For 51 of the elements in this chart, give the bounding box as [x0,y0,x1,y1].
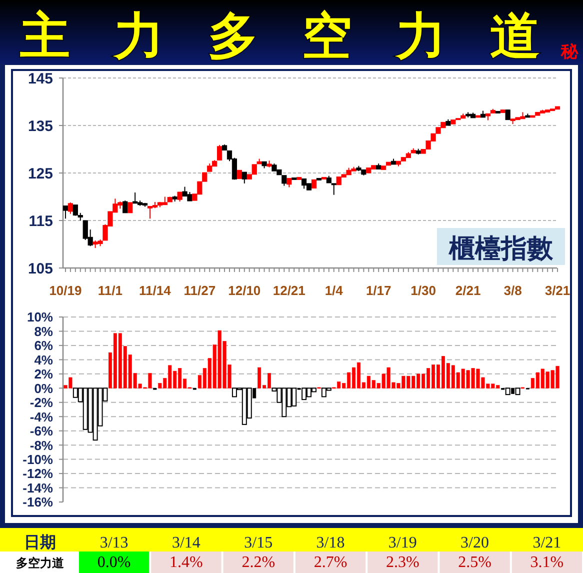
x-tick-label: 11/14 [139,283,172,298]
y-tick-label: 145 [28,70,53,88]
x-tick-label: 2/21 [455,283,481,298]
x-tick-label: 1/30 [410,283,436,298]
y-tick-label: 105 [28,260,53,278]
y-tick-label: -12% [22,466,54,482]
data-label: 3.1% [530,554,564,571]
y-tick-label: -10% [22,452,54,467]
x-tick-label: 3/21 [544,283,570,298]
y-tick-label: -6% [30,424,54,439]
y-tick-label: 8% [34,324,54,339]
category-label: 3/18 [316,534,345,552]
y-tick-label: 0% [34,380,54,396]
x-tick-label: 3/8 [504,283,522,298]
x-tick-label: 1/4 [324,283,344,298]
annotation: 櫃檯指數 [437,228,565,265]
category-label: 3/20 [460,534,490,552]
data-label: 2.7% [314,554,348,571]
x-tick-label: 1/17 [366,283,392,298]
y-tick-label: -16% [22,494,54,510]
category-label: 3/15 [244,534,273,552]
y-tick-label: -4% [30,409,54,424]
category-label: 3/19 [388,534,417,552]
y-tick-label: 125 [28,165,53,182]
text: 日期 [24,534,56,552]
chart-title: 主力多空力道 [19,8,540,64]
data-label: 1.4% [170,554,203,571]
data-label: 2.5% [458,554,492,571]
data-label: 2.3% [386,554,420,571]
y-tick-label: -2% [30,395,54,410]
y-tick-label: -8% [30,438,54,453]
x-tick-label: 11/27 [184,283,216,298]
y-tick-label: 6% [34,338,54,354]
x-tick-label: 12/21 [272,283,306,298]
category-label: 3/14 [172,534,200,552]
category-label: 3/21 [532,534,562,552]
x-tick-label: 12/10 [228,283,261,298]
y-tick-label: 4% [34,352,54,368]
y-tick-label: 2% [34,366,54,382]
data-label: 0.0% [97,554,131,571]
y-tick-label: 135 [28,118,53,135]
annotation: 櫃檯指數 [448,234,554,263]
x-tick-label: 10/19 [49,283,82,298]
x-tick-label: 11/1 [98,283,123,298]
y-tick-label: 115 [28,212,53,230]
chart-subtitle: 秘 [560,42,579,61]
y-tick-label: 10% [26,310,54,325]
category-label: 3/13 [100,534,128,552]
text: 多空力道 [16,556,65,570]
data-label: 2.2% [242,554,276,571]
y-tick-label: -14% [22,480,54,496]
